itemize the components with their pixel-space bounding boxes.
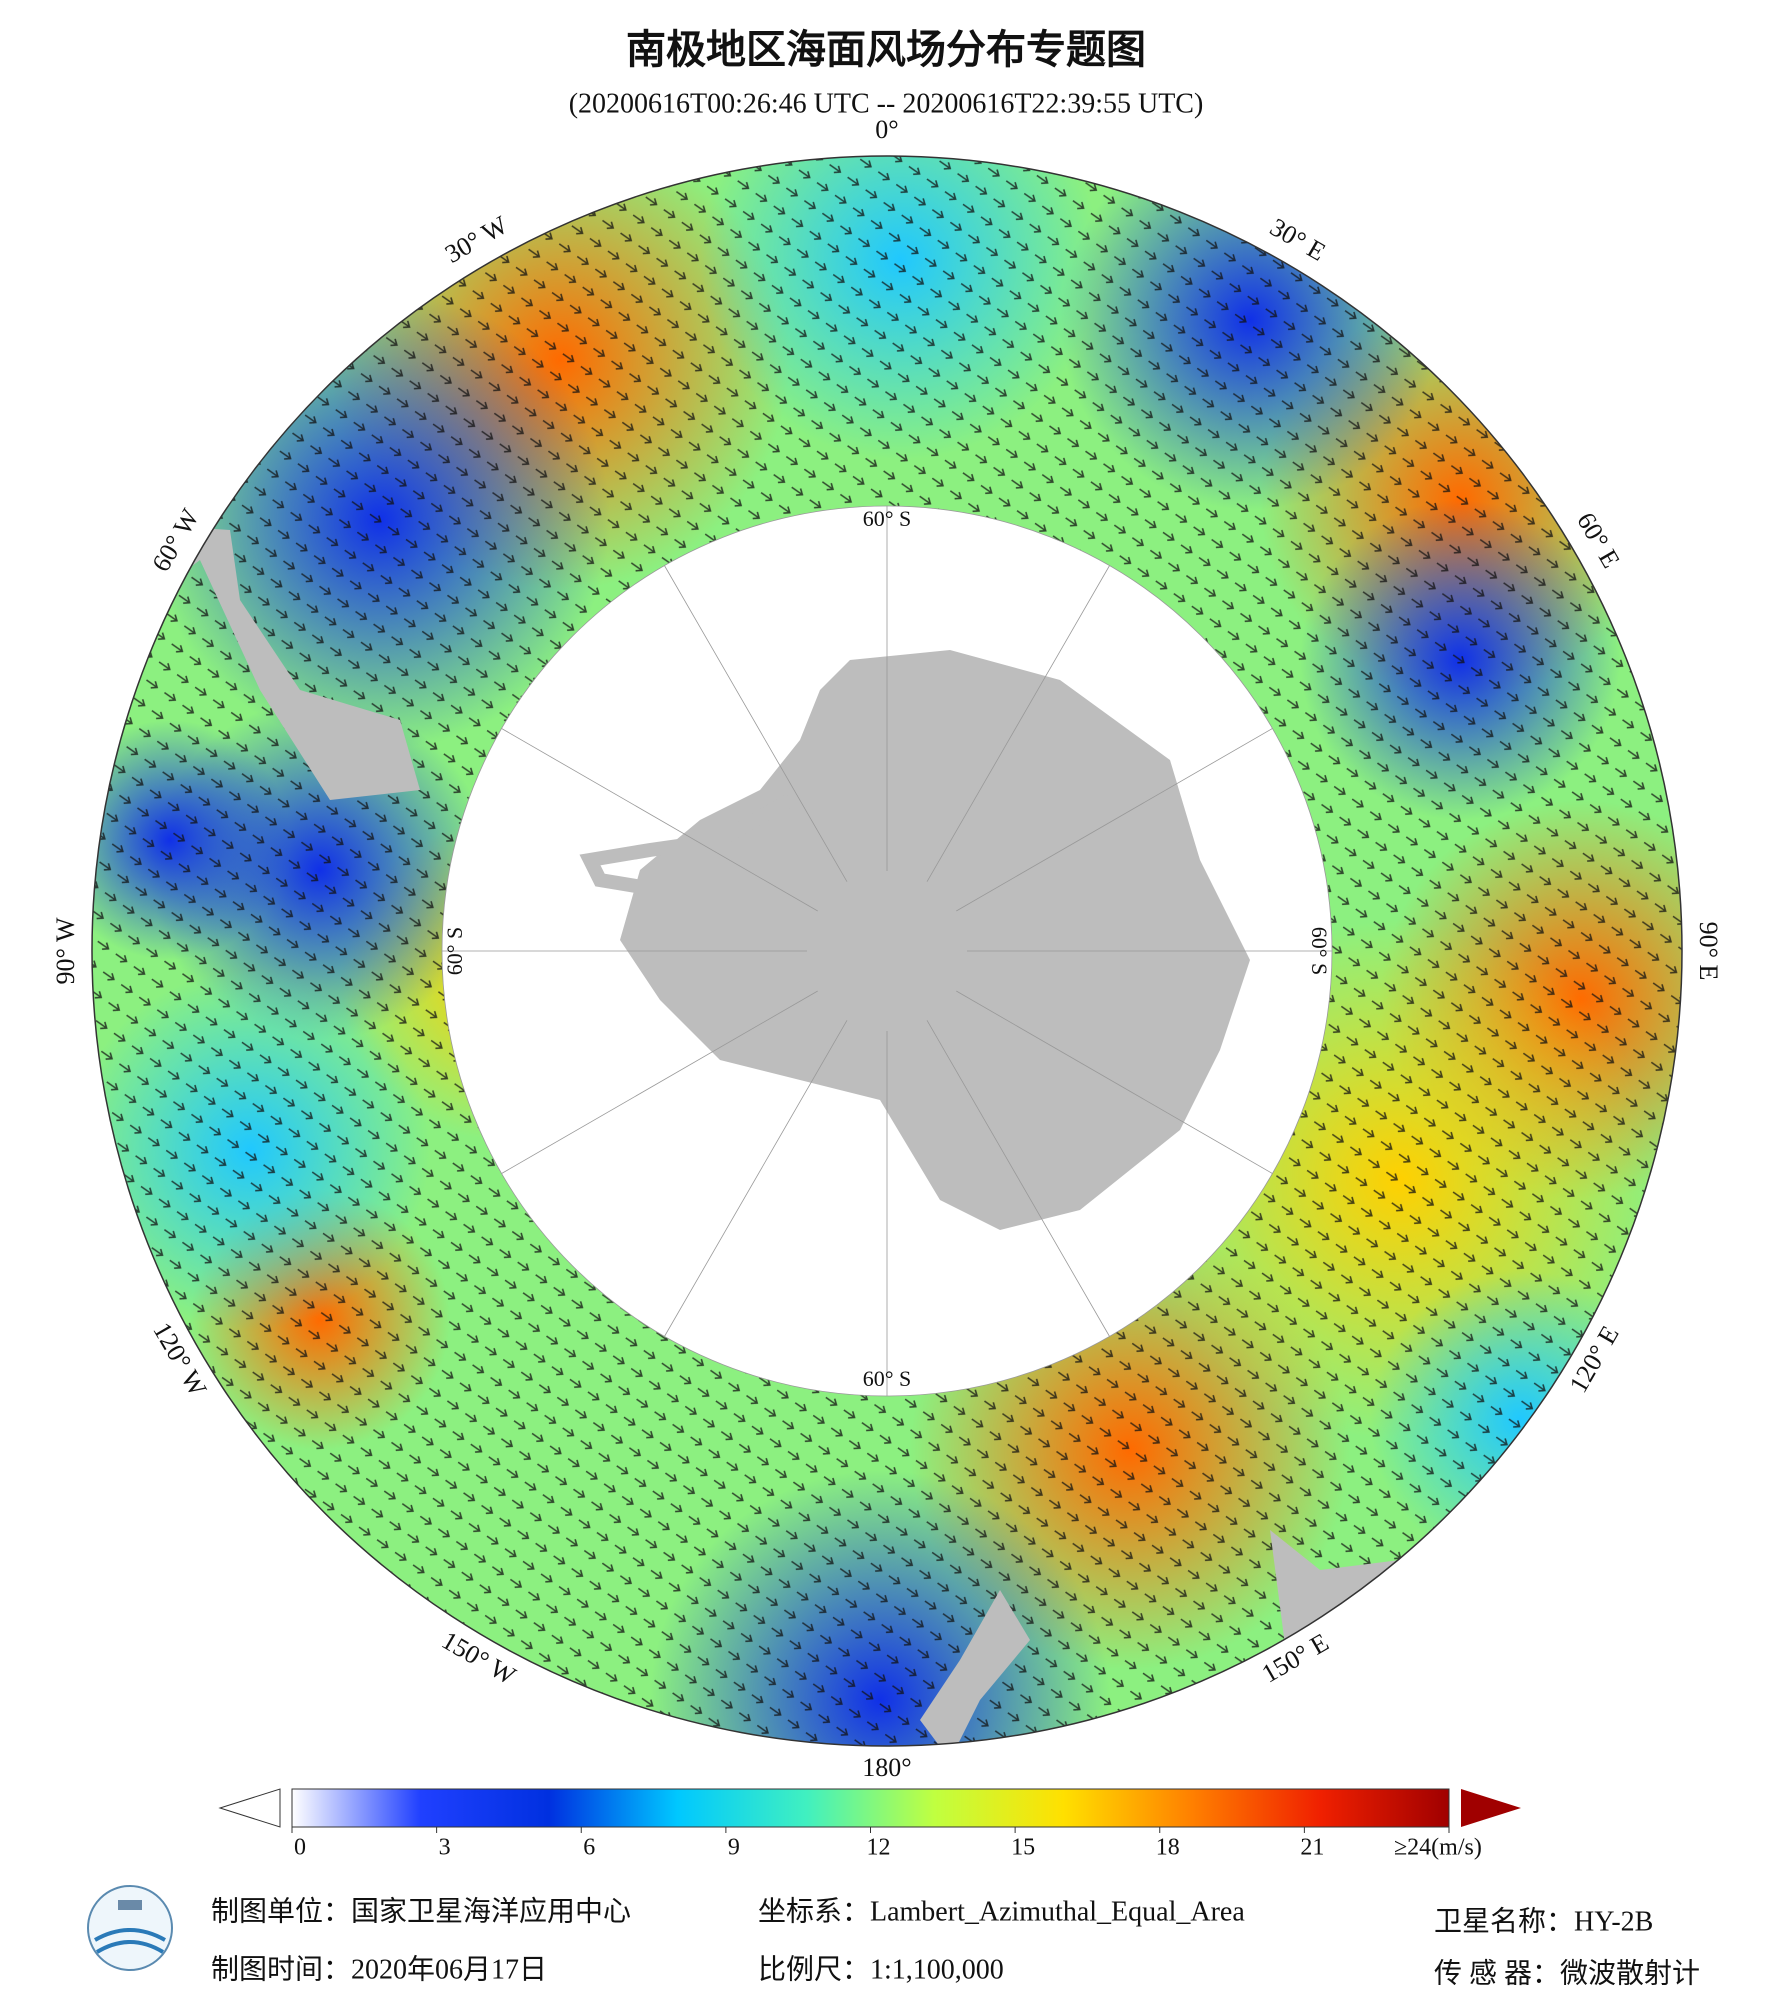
subtitle: (20200616T00:26:46 UTC -- 20200616T22:39…: [569, 88, 1204, 119]
meridian: [956, 990, 1273, 1174]
colorbar-over: [1461, 1789, 1521, 1827]
colorbar-tick-label: 12: [867, 1835, 891, 1861]
lon-label: 180°: [862, 1753, 911, 1782]
colorbar-tick-label: 3: [439, 1835, 451, 1861]
map-border: [91, 155, 1683, 1747]
colorbar-tick-label: 0: [294, 1835, 306, 1861]
lat-label: 60° S: [863, 1366, 912, 1391]
colorbar-tick-label: 15: [1011, 1835, 1035, 1861]
colorbar-tick-label: 6: [583, 1835, 595, 1861]
lon-label: 0°: [875, 115, 898, 144]
title: 南极地区海面风场分布专题图: [626, 27, 1146, 72]
colorbar: 0 3 6 9 12 15 18 21 ≥24(m/s): [218, 1788, 1521, 1861]
logo: [87, 1885, 173, 1971]
meridian: [956, 728, 1273, 912]
antarctic-peninsula: [579, 793, 794, 897]
footer-crs: 坐标系：Lambert_Azimuthal_Equal_Area: [758, 1895, 1245, 1927]
footer-sensor: 传 感 器：微波散射计: [1434, 1957, 1700, 1989]
antarctica: [620, 650, 1250, 1230]
footer-unit: 制图单位：国家卫星海洋应用中心: [211, 1895, 631, 1927]
footer-time: 制图时间：2020年06月17日: [211, 1953, 547, 1985]
graticule: [441, 505, 1333, 1397]
colorbar-tick-label: 9: [728, 1835, 740, 1861]
colorbar-under: [218, 1788, 281, 1828]
meridian: [926, 1020, 1110, 1337]
lon-label: 90° E: [1694, 922, 1723, 981]
colorbar-tick-label: 21: [1300, 1835, 1324, 1861]
lat-label: 60° S: [1307, 927, 1332, 976]
colorbar-tick-label: ≥24(m/s): [1394, 1835, 1482, 1861]
footer-satellite: 卫星名称：HY-2B: [1434, 1905, 1653, 1937]
meridian: [664, 565, 848, 882]
lat-label: 60° S: [442, 927, 467, 976]
footer-scale: 比例尺：1:1,100,000: [758, 1953, 1004, 1985]
meridian: [926, 565, 1110, 882]
lat-label: 60° S: [863, 506, 912, 531]
colorbar-tick-label: 18: [1156, 1835, 1180, 1861]
meridian: [664, 1020, 848, 1337]
meridian: [501, 728, 818, 912]
lon-label: 90° W: [51, 917, 80, 984]
colorbar-bar: [291, 1788, 1450, 1828]
parallel: [441, 505, 1333, 1397]
meridian: [501, 990, 818, 1174]
